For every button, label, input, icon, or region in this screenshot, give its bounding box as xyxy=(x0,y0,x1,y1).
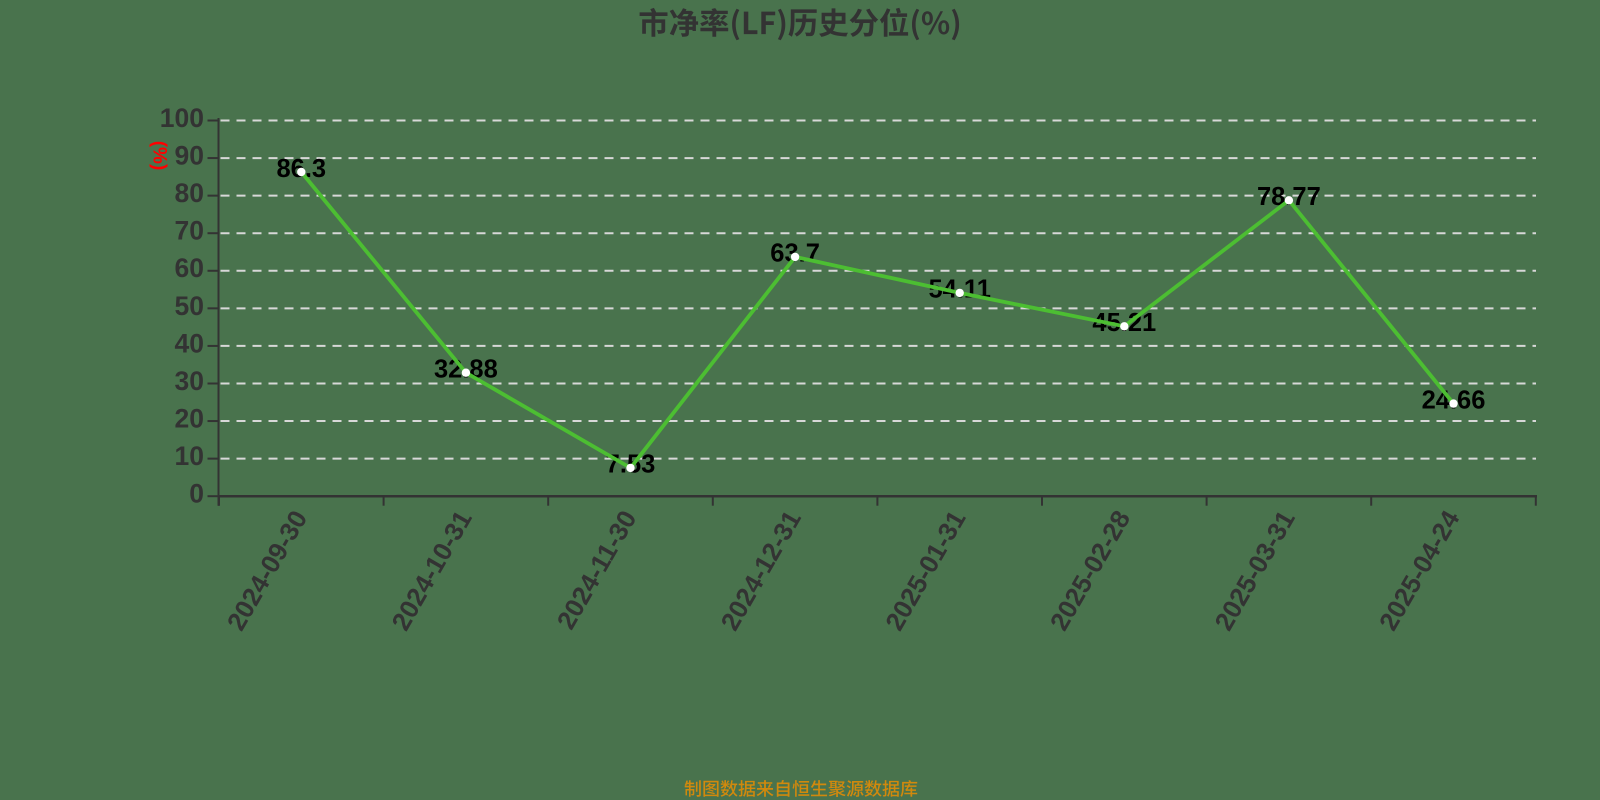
svg-text:(%): (%) xyxy=(149,141,170,171)
svg-text:90: 90 xyxy=(175,140,204,170)
svg-text:0: 0 xyxy=(189,479,204,509)
svg-text:50: 50 xyxy=(175,291,204,321)
svg-text:100: 100 xyxy=(160,103,204,133)
svg-text:30: 30 xyxy=(175,366,204,396)
svg-text:60: 60 xyxy=(175,253,204,283)
svg-text:40: 40 xyxy=(175,328,204,358)
svg-text:70: 70 xyxy=(175,216,204,246)
svg-text:10: 10 xyxy=(175,441,204,471)
svg-text:20: 20 xyxy=(175,403,204,433)
svg-text:80: 80 xyxy=(175,178,204,208)
